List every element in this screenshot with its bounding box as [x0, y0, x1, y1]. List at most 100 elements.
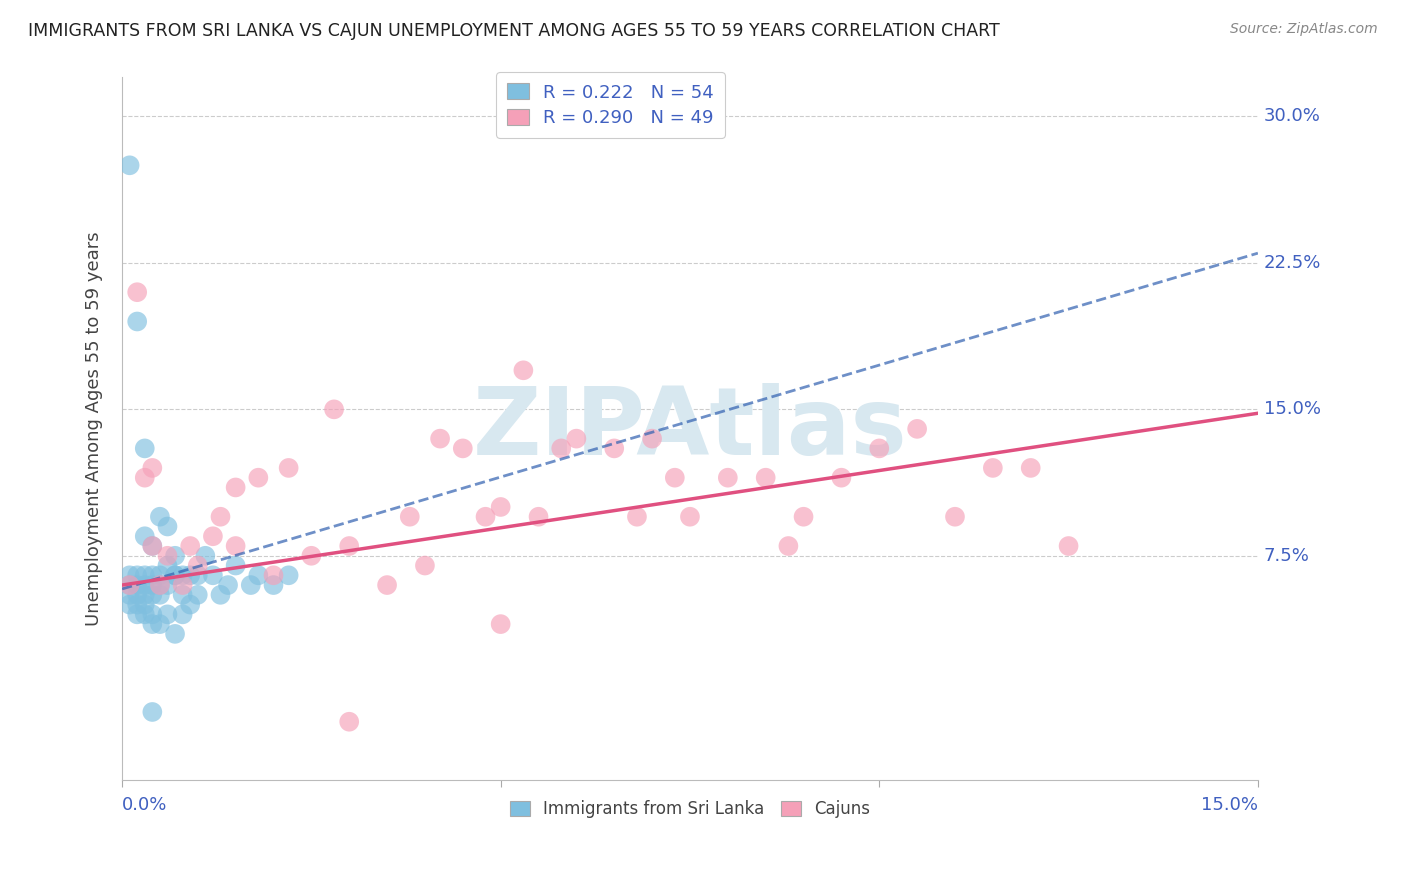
Point [943, 509, 966, 524]
Point [225, 480, 247, 494]
Point [194, 549, 217, 563]
Point [179, 539, 201, 553]
Point [201, 568, 224, 582]
Point [127, 568, 149, 582]
Point [225, 539, 247, 553]
Point [172, 607, 194, 622]
Point [905, 422, 928, 436]
Point [141, 568, 163, 582]
Point [429, 432, 451, 446]
Point [134, 598, 156, 612]
Y-axis label: Unemployment Among Ages 55 to 59 years: Unemployment Among Ages 55 to 59 years [86, 232, 103, 626]
Point [141, 588, 163, 602]
Point [118, 578, 141, 592]
Point [134, 607, 156, 622]
Point [134, 578, 156, 592]
Point [127, 285, 149, 300]
Point [1057, 539, 1080, 553]
Point [337, 714, 360, 729]
Point [225, 558, 247, 573]
Text: 7.5%: 7.5% [1264, 547, 1309, 565]
Text: 15.0%: 15.0% [1201, 796, 1258, 814]
Point [239, 578, 262, 592]
Point [127, 607, 149, 622]
Point [550, 442, 572, 456]
Point [717, 471, 740, 485]
Point [337, 539, 360, 553]
Point [398, 509, 420, 524]
Point [165, 568, 187, 582]
Point [149, 617, 172, 632]
Point [118, 158, 141, 172]
Point [247, 568, 270, 582]
Point [165, 568, 187, 582]
Text: 30.0%: 30.0% [1264, 108, 1320, 126]
Point [165, 549, 187, 563]
Point [277, 568, 299, 582]
Point [217, 578, 239, 592]
Point [118, 588, 141, 602]
Point [1019, 461, 1042, 475]
Point [451, 442, 474, 456]
Point [664, 471, 686, 485]
Point [626, 509, 648, 524]
Point [793, 509, 815, 524]
Point [118, 598, 141, 612]
Point [134, 471, 156, 485]
Point [141, 539, 163, 553]
Point [141, 461, 163, 475]
Point [830, 471, 852, 485]
Point [755, 471, 778, 485]
Point [209, 509, 232, 524]
Point [141, 705, 163, 719]
Point [149, 588, 172, 602]
Point [179, 598, 201, 612]
Point [149, 578, 172, 592]
Point [565, 432, 588, 446]
Text: ZIPAtlas: ZIPAtlas [472, 383, 907, 475]
Point [156, 549, 179, 563]
Text: IMMIGRANTS FROM SRI LANKA VS CAJUN UNEMPLOYMENT AMONG AGES 55 TO 59 YEARS CORREL: IMMIGRANTS FROM SRI LANKA VS CAJUN UNEMP… [28, 22, 1000, 40]
Point [679, 509, 702, 524]
Point [187, 568, 209, 582]
Point [172, 568, 194, 582]
Point [141, 578, 163, 592]
Text: 22.5%: 22.5% [1264, 254, 1320, 272]
Point [149, 509, 172, 524]
Point [127, 598, 149, 612]
Point [247, 471, 270, 485]
Point [141, 617, 163, 632]
Point [134, 442, 156, 456]
Point [474, 509, 496, 524]
Point [118, 568, 141, 582]
Point [156, 558, 179, 573]
Point [156, 607, 179, 622]
Point [323, 402, 346, 417]
Point [263, 568, 285, 582]
Point [165, 627, 187, 641]
Point [141, 607, 163, 622]
Point [778, 539, 800, 553]
Point [127, 314, 149, 328]
Point [489, 617, 512, 632]
Point [641, 432, 664, 446]
Text: 0.0%: 0.0% [122, 796, 167, 814]
Point [299, 549, 322, 563]
Point [134, 588, 156, 602]
Point [156, 578, 179, 592]
Point [127, 588, 149, 602]
Legend: Immigrants from Sri Lanka, Cajuns: Immigrants from Sri Lanka, Cajuns [503, 793, 877, 825]
Point [141, 539, 163, 553]
Text: 15.0%: 15.0% [1264, 401, 1320, 418]
Point [489, 500, 512, 514]
Point [187, 558, 209, 573]
Point [149, 568, 172, 582]
Point [527, 509, 550, 524]
Point [172, 588, 194, 602]
Point [156, 519, 179, 533]
Point [187, 588, 209, 602]
Point [134, 568, 156, 582]
Point [118, 578, 141, 592]
Point [413, 558, 436, 573]
Point [172, 578, 194, 592]
